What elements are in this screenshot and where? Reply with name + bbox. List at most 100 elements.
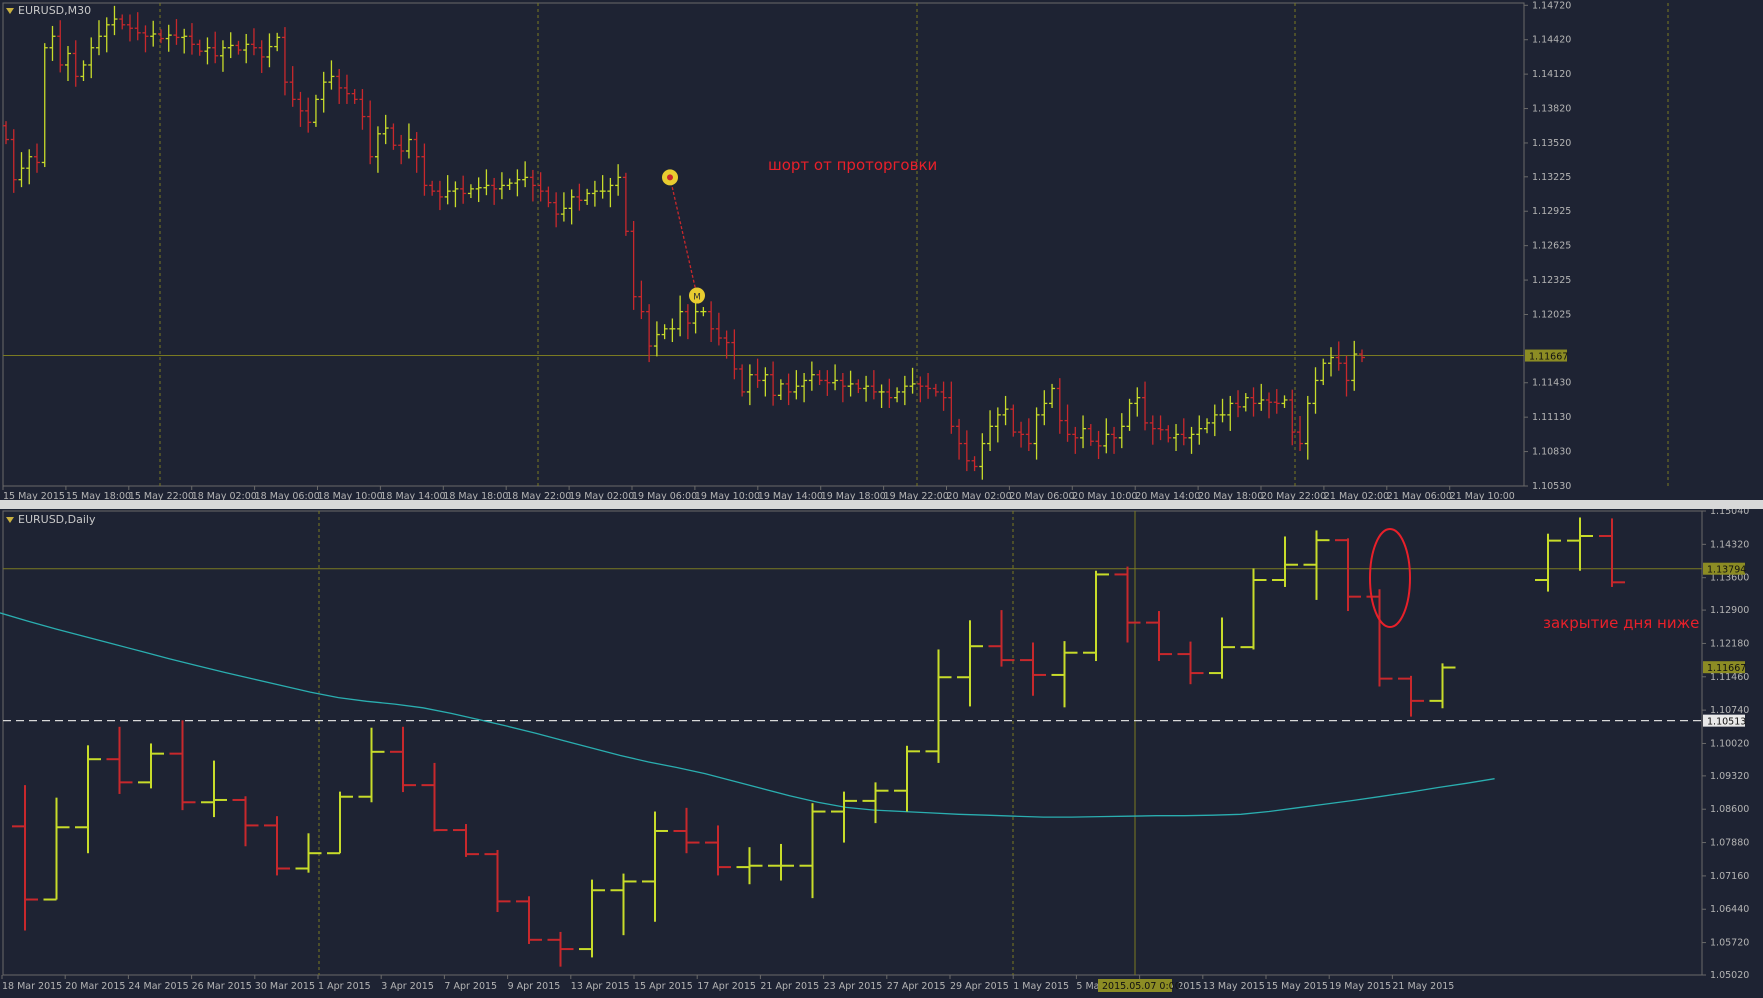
daily-moving-average-line [0, 612, 1495, 818]
collapse-triangle-icon [6, 517, 14, 523]
daily-chart-title: EURUSD,Daily [6, 513, 95, 526]
daily-x-tick-label: 3 Apr 2015 [381, 981, 434, 992]
daily-y-tick-label: 1.14320 [1710, 539, 1749, 550]
m30-y-tick-label: 1.12925 [1532, 206, 1571, 217]
daily-plot-frame [2, 510, 1703, 976]
daily-y-tick-label: 1.10740 [1710, 705, 1749, 716]
m30-chart-panel[interactable]: EURUSD,M30 1.14720 1.14420 1.14120 1.13820 1… [0, 0, 1763, 500]
daily-y-tick-label: 1.10020 [1710, 738, 1749, 749]
m30-y-tick-label: 1.14120 [1532, 69, 1571, 80]
m30-y-tick-label: 1.11430 [1532, 378, 1571, 389]
daily-y-tick-label: 1.11460 [1710, 672, 1749, 683]
m30-y-tick-label: 1.13820 [1532, 104, 1571, 115]
daily-price-tag [1703, 661, 1745, 674]
daily-crosshair-time-label: 2015.05.07 0:00 [1102, 981, 1181, 992]
daily-y-tick-label: 1.08600 [1710, 804, 1749, 815]
m30-y-tick-label: 1.10830 [1532, 447, 1571, 458]
m30-chart-svg: 1.14720 1.14420 1.14120 1.13820 1.13520 1.132… [2, 0, 1669, 500]
trade-entry-marker-dot [667, 174, 673, 181]
m30-x-tick-label: 21 May 02:00 [1324, 491, 1389, 500]
m30-x-tick-label: 18 May 06:00 [255, 491, 320, 500]
m30-y-tick-label: 1.12025 [1532, 309, 1571, 320]
daily-x-tick-label: 21 Apr 2015 [760, 981, 819, 992]
daily-x-tick-label: 21 May 2015 [1392, 981, 1454, 992]
daily-x-tick-label: 15 Apr 2015 [634, 981, 693, 992]
daily-x-tick-label: 13 May 2015 [1203, 981, 1265, 992]
collapse-triangle-icon [6, 8, 14, 14]
m30-y-tick-label: 1.13520 [1532, 138, 1571, 149]
daily-x-tick-label: 23 Apr 2015 [824, 981, 883, 992]
highlight-ellipse [1369, 528, 1411, 628]
daily-chart-panel[interactable]: EURUSD,Daily 1.15040 1.14320 1.13600 1.1290… [0, 509, 1763, 998]
m30-x-tick-label: 20 May 18:00 [1198, 491, 1263, 500]
daily-y-tick-label: 1.15040 [1710, 509, 1749, 517]
m30-x-tick-label: 15 May 18:00 [66, 491, 131, 500]
daily-x-tick-label: 27 Apr 2015 [887, 981, 946, 992]
daily-x-tick-label: 9 Apr 2015 [508, 981, 561, 992]
daily-price-tag [1703, 562, 1745, 575]
m30-current-price-tag [1525, 349, 1567, 362]
m30-x-tick-label: 19 May 22:00 [884, 491, 949, 500]
trade-exit-marker-glyph: М [693, 293, 701, 303]
m30-y-tick-label: 1.12325 [1532, 275, 1571, 286]
m30-x-tick-label: 20 May 06:00 [1009, 491, 1074, 500]
m30-x-tick-label: 21 May 06:00 [1387, 491, 1452, 500]
daily-price-tag [1703, 714, 1745, 727]
daily-x-tick-label: 29 Apr 2015 [950, 981, 1009, 992]
m30-x-tick-label: 19 May 18:00 [821, 491, 886, 500]
m30-x-tick-label: 18 May 10:00 [318, 491, 383, 500]
daily-chart-svg: 1.15040 1.14320 1.13600 1.12900 1.12180 1.114… [0, 509, 1749, 992]
m30-x-tick-label: 20 May 22:00 [1261, 491, 1326, 500]
m30-x-tick-label: 20 May 10:00 [1072, 491, 1137, 500]
m30-x-tick-label: 15 May 22:00 [129, 491, 194, 500]
m30-annotation-text: шорт от проторговки [768, 156, 937, 174]
daily-x-tick-label: 24 Mar 2015 [128, 981, 188, 992]
m30-x-tick-label: 19 May 06:00 [632, 491, 697, 500]
daily-y-tick-label: 1.05720 [1710, 938, 1749, 949]
m30-x-tick-label: 19 May 14:00 [758, 491, 823, 500]
m30-y-tick-label: 1.14720 [1532, 0, 1571, 11]
m30-x-tick-label: 19 May 10:00 [695, 491, 760, 500]
daily-price-tag-label: 1.13794 [1707, 565, 1746, 576]
daily-x-tick-label: 13 Apr 2015 [571, 981, 630, 992]
m30-x-tick-label: 20 May 14:00 [1135, 491, 1200, 500]
daily-y-tick-label: 1.12180 [1710, 638, 1749, 649]
daily-x-tick-label: 15 May 2015 [1266, 981, 1328, 992]
m30-y-tick-label: 1.11130 [1532, 412, 1571, 423]
m30-x-tick-label: 20 May 02:00 [947, 491, 1012, 500]
m30-current-price-label: 1.11667 [1529, 352, 1568, 363]
daily-price-tag-label: 1.10513 [1707, 717, 1746, 728]
m30-plot-frame [2, 2, 1525, 487]
m30-x-tick-label: 19 May 02:00 [569, 491, 634, 500]
m30-y-tick-label: 1.12625 [1532, 241, 1571, 252]
daily-annotation-text: закрытие дня ниже [1543, 614, 1699, 632]
daily-y-tick-label: 1.13600 [1710, 573, 1749, 584]
trade-exit-marker [689, 287, 705, 304]
daily-x-tick-label: 30 Mar 2015 [255, 981, 315, 992]
daily-x-tick-label: 20 Mar 2015 [65, 981, 125, 992]
m30-y-tick-label: 1.10530 [1532, 481, 1571, 492]
m30-x-tick-label: 18 May 22:00 [506, 491, 571, 500]
daily-x-tick-label: 26 Mar 2015 [192, 981, 252, 992]
daily-x-tick-label: 1 Apr 2015 [318, 981, 371, 992]
daily-x-tick-label: 1 May 2015 [1013, 981, 1069, 992]
daily-x-tick-label: 7 Apr 2015 [444, 981, 497, 992]
m30-x-tick-label: 18 May 18:00 [443, 491, 508, 500]
m30-chart-title: EURUSD,M30 [6, 4, 91, 17]
m30-y-tick-label: 1.13225 [1532, 172, 1571, 183]
m30-x-tick-label: 21 May 10:00 [1450, 491, 1515, 500]
daily-y-tick-label: 1.12900 [1710, 605, 1749, 616]
m30-x-tick-label: 18 May 02:00 [192, 491, 257, 500]
daily-x-tick-label: 18 Mar 2015 [2, 981, 62, 992]
daily-price-tag-label: 1.11667 [1707, 663, 1746, 674]
daily-crosshair-time-tag [1098, 979, 1172, 992]
daily-y-tick-label: 1.06440 [1710, 904, 1749, 915]
daily-y-tick-label: 1.07880 [1710, 838, 1749, 849]
trade-path-line [669, 177, 698, 296]
m30-x-tick-label: 15 May 2015 [3, 491, 65, 500]
daily-x-tick-label: 19 May 2015 [1329, 981, 1391, 992]
m30-y-tick-label: 1.14420 [1532, 35, 1571, 46]
daily-y-tick-label: 1.05020 [1710, 970, 1749, 981]
daily-y-tick-label: 1.09320 [1710, 771, 1749, 782]
daily-y-tick-label: 1.07160 [1710, 871, 1749, 882]
